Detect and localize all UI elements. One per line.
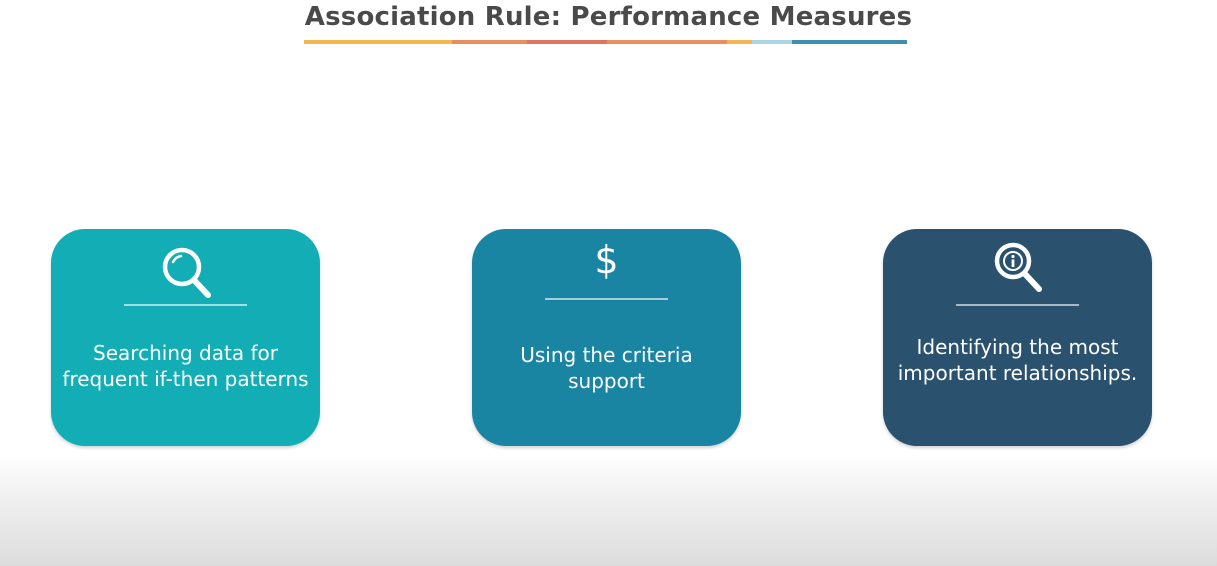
dollar-icon: $ [594, 238, 619, 282]
underline-segment [527, 40, 607, 44]
page-title: Association Rule: Performance Measures [304, 2, 913, 32]
info-magnifier-icon [883, 237, 1152, 303]
underline-segment [452, 40, 527, 44]
card-text-line: important relationships. [897, 361, 1138, 385]
card-divider [545, 298, 668, 300]
card-text: Searching data for frequent if-then patt… [51, 340, 320, 392]
underline-segment [304, 40, 452, 44]
underline-segment [727, 40, 752, 44]
underline-segment [752, 40, 792, 44]
card-divider [956, 304, 1079, 306]
card-text-line: Identifying the most [916, 335, 1119, 359]
card-text: Identifying the most important relations… [883, 334, 1152, 386]
card-searching-data: Searching data for frequent if-then patt… [51, 229, 320, 446]
card-text-line: Searching data for [93, 341, 278, 365]
card-text: Using the criteria support [472, 342, 741, 394]
card-text-line: Using the criteria [520, 343, 693, 367]
card-criteria-support: $ Using the criteria support [472, 229, 741, 446]
underline-segment [607, 40, 727, 44]
card-relationships: Identifying the most important relations… [883, 229, 1152, 446]
title-underline [304, 40, 907, 44]
card-text-line: frequent if-then patterns [62, 367, 309, 391]
magnifier-icon [51, 243, 320, 307]
card-divider [124, 304, 247, 306]
underline-segment [792, 40, 907, 44]
card-text-line: support [568, 369, 645, 393]
